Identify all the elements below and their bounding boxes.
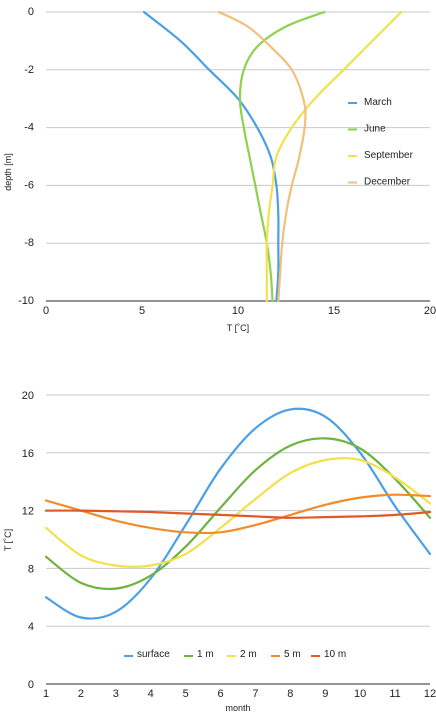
top-y-tick-label: -2 [24,64,34,76]
bottom-legend-label: 5 m [284,649,301,660]
top-series-group [142,10,403,303]
top-legend-label: September [364,150,414,161]
bottom-legend-label: 2 m [240,649,257,660]
bottom-y-tick-label: 4 [28,621,34,633]
top-y-tick-label: -4 [24,122,34,134]
top-x-axis-label: T [˚C] [227,323,249,333]
bottom-x-tick-label: 6 [217,688,223,700]
bottom-x-tick-labels: 1 2 3 4 5 6 7 8 9 10 11 12 [43,688,436,700]
top-y-axis-label: depth [m] [3,153,13,191]
bottom-series-group [44,407,432,620]
bottom-x-tick-label: 2 [78,688,84,700]
top-x-tick-label: 5 [139,305,145,317]
top-y-tick-label: -6 [24,179,34,191]
bottom-x-axis-label: month [225,703,250,713]
top-x-tick-label: 15 [328,305,340,317]
bottom-legend: surface 1 m 2 m 5 m 10 m [124,649,346,660]
bottom-x-tick-label: 1 [43,688,49,700]
depth-profile-chart: 0 5 10 15 20 0 -2 -4 -6 -8 -10 March June September… [3,6,436,333]
bottom-x-tick-label: 11 [389,688,400,700]
top-series-line-2 [265,10,403,303]
top-x-tick-label: 0 [43,305,49,317]
bottom-x-tick-label: 5 [183,688,189,700]
bottom-x-tick-label: 9 [322,688,328,700]
top-series-line-0 [142,10,280,303]
bottom-y-tick-label: 20 [22,390,34,402]
top-x-tick-labels: 0 5 10 15 20 [43,305,436,317]
top-series-line-3 [217,10,307,303]
bottom-y-tick-labels: 0 4 8 12 16 20 [22,390,34,691]
bottom-legend-label: surface [137,649,170,660]
bottom-y-tick-label: 12 [22,506,34,518]
bottom-y-tick-label: 16 [22,448,34,460]
bottom-series-line-3 [44,493,432,535]
bottom-x-tick-label: 7 [252,688,258,700]
bottom-y-axis-label: T [˚C] [3,529,13,551]
top-legend: March June September December [348,97,414,188]
bottom-legend-label: 1 m [197,649,214,660]
bottom-x-tick-label: 3 [113,688,119,700]
bottom-series-line-4 [44,509,432,519]
top-legend-label: December [364,177,411,188]
top-y-tick-label: -10 [18,295,34,307]
bottom-x-tick-label: 8 [287,688,293,700]
bottom-x-tick-label: 10 [354,688,366,700]
top-legend-label: March [364,97,392,108]
top-x-tick-label: 10 [232,305,244,317]
top-y-tick-labels: 0 -2 -4 -6 -8 -10 [18,6,34,307]
top-y-tick-label: 0 [28,6,34,18]
top-legend-label: June [364,124,386,135]
bottom-y-tick-label: 8 [28,563,34,575]
bottom-series-line-0 [44,407,432,620]
bottom-series-line-1 [44,437,432,591]
bottom-x-tick-label: 12 [424,688,436,700]
top-y-tick-label: -8 [24,237,34,249]
bottom-gridlines [46,394,430,685]
bottom-x-tick-label: 4 [148,688,154,700]
top-x-tick-label: 20 [424,305,436,317]
bottom-series-line-2 [44,457,432,568]
bottom-legend-label: 10 m [324,649,346,660]
bottom-y-tick-label: 0 [28,679,34,691]
